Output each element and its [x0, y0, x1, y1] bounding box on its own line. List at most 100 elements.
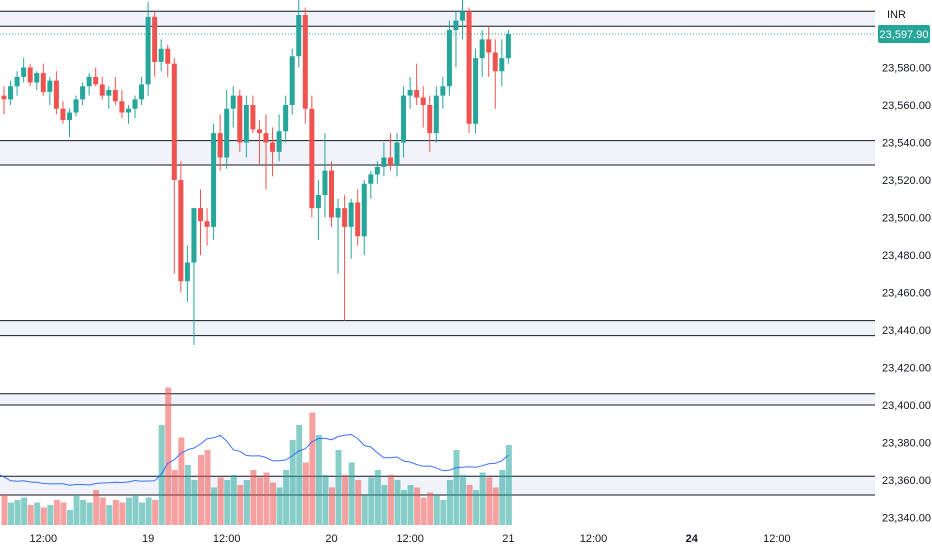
price-tick-label: 23,480.00 [882, 250, 931, 262]
time-tick-label: 19 [142, 533, 154, 545]
volume-bar [342, 475, 349, 525]
volume-bar [237, 485, 244, 525]
candle-body [270, 142, 276, 152]
candle-body [492, 52, 498, 72]
candle-body [112, 90, 118, 102]
volume-bar [466, 485, 473, 525]
volume-bar [184, 465, 191, 525]
volume-bar [420, 497, 427, 525]
volume-bar [414, 487, 421, 525]
candle-body [296, 15, 302, 57]
volume-bar [1, 495, 8, 525]
candle-body [60, 108, 66, 120]
candle-body [348, 202, 354, 227]
currency-label: INR [887, 9, 906, 21]
price-tick-label: 23,560.00 [882, 100, 931, 112]
volume-bar [355, 480, 362, 525]
candle-body [47, 80, 53, 92]
volume-bar [67, 510, 73, 525]
volume-bar [322, 475, 329, 525]
volume-bar [381, 485, 388, 525]
candle-body [453, 20, 459, 30]
candle-body [486, 39, 492, 53]
volume-bar [486, 477, 493, 525]
candle-body [80, 86, 86, 100]
candle-body [329, 170, 334, 218]
price-tick-label: 23,540.00 [882, 138, 931, 150]
price-tick-label: 23,500.00 [882, 213, 931, 225]
candle-body [152, 16, 158, 62]
zone-0 [0, 11, 875, 27]
volume-bar [368, 477, 375, 525]
volume-bar [453, 450, 460, 525]
candle-body [322, 170, 328, 195]
volume-bar [40, 507, 47, 525]
candle-body [86, 76, 92, 87]
candle-body [191, 208, 197, 263]
candle-body [1, 95, 7, 100]
time-tick-label: 21 [502, 533, 514, 545]
candle-body [374, 166, 380, 175]
candle-body [204, 221, 210, 227]
time-axis[interactable]: 12:00 19 12:00 20 12:00 21 12:00 24 12:00 [30, 533, 791, 545]
volume-bar [440, 500, 447, 525]
candle-body [440, 86, 446, 96]
volume-bar [289, 440, 296, 525]
volume-bar [230, 475, 237, 525]
candle-body [217, 133, 223, 158]
price-axis[interactable]: 23,340.00 23,360.00 23,380.00 23,400.00 23,4… [882, 63, 931, 525]
time-tick-label: 12:00 [396, 533, 424, 545]
zone-2 [0, 320, 875, 336]
time-tick-label: 12:00 [213, 533, 241, 545]
volume-bar [198, 455, 204, 525]
volume-bar [263, 472, 270, 525]
candle-body [125, 108, 131, 113]
time-tick-label: 20 [325, 533, 337, 545]
zone-1 [0, 140, 875, 165]
candle-body [93, 76, 99, 85]
volume-bar [505, 445, 512, 525]
volume-bar [217, 477, 224, 525]
candle-body [427, 105, 433, 134]
candle-body [53, 80, 59, 109]
volume-bar [119, 502, 126, 525]
candle-body [145, 16, 151, 85]
candle-body [302, 15, 308, 109]
last-price-tag: 23,597.90 [878, 24, 930, 43]
candle-body [171, 63, 177, 180]
volume-bar [80, 500, 87, 525]
candle-body [466, 11, 472, 124]
volume-bar [60, 502, 67, 525]
candle-body [14, 76, 20, 87]
candle-body [256, 129, 262, 134]
volume-bar [158, 425, 165, 525]
candle-body [73, 99, 79, 113]
volume-bar [433, 495, 440, 525]
candle-body [119, 101, 125, 113]
support-resistance-zones [0, 10, 875, 496]
candle-body [473, 58, 479, 124]
volume-bar [243, 480, 250, 525]
time-tick-label: 12:00 [763, 533, 791, 545]
last-price-label: 23,597.90 [880, 29, 929, 41]
price-tick-label: 23,380.00 [882, 438, 931, 450]
time-tick-label: 12:00 [580, 533, 608, 545]
candle-body [27, 67, 33, 83]
volume-bar [191, 480, 198, 525]
candle-body [67, 112, 72, 120]
candle-body [165, 48, 171, 64]
candle-body [315, 195, 321, 209]
volume-bar [93, 490, 100, 525]
volume-bar [47, 505, 54, 525]
candle-body [178, 180, 184, 282]
volume-bar [53, 500, 60, 525]
candle-body [433, 95, 439, 134]
volume-bars [1, 387, 512, 525]
volume-moving-average-line [0, 433, 509, 486]
volume-bar [165, 387, 172, 525]
volume-bar [86, 502, 93, 525]
volume-bar [178, 437, 185, 525]
volume-bar [99, 497, 106, 525]
candle-body [289, 56, 295, 105]
